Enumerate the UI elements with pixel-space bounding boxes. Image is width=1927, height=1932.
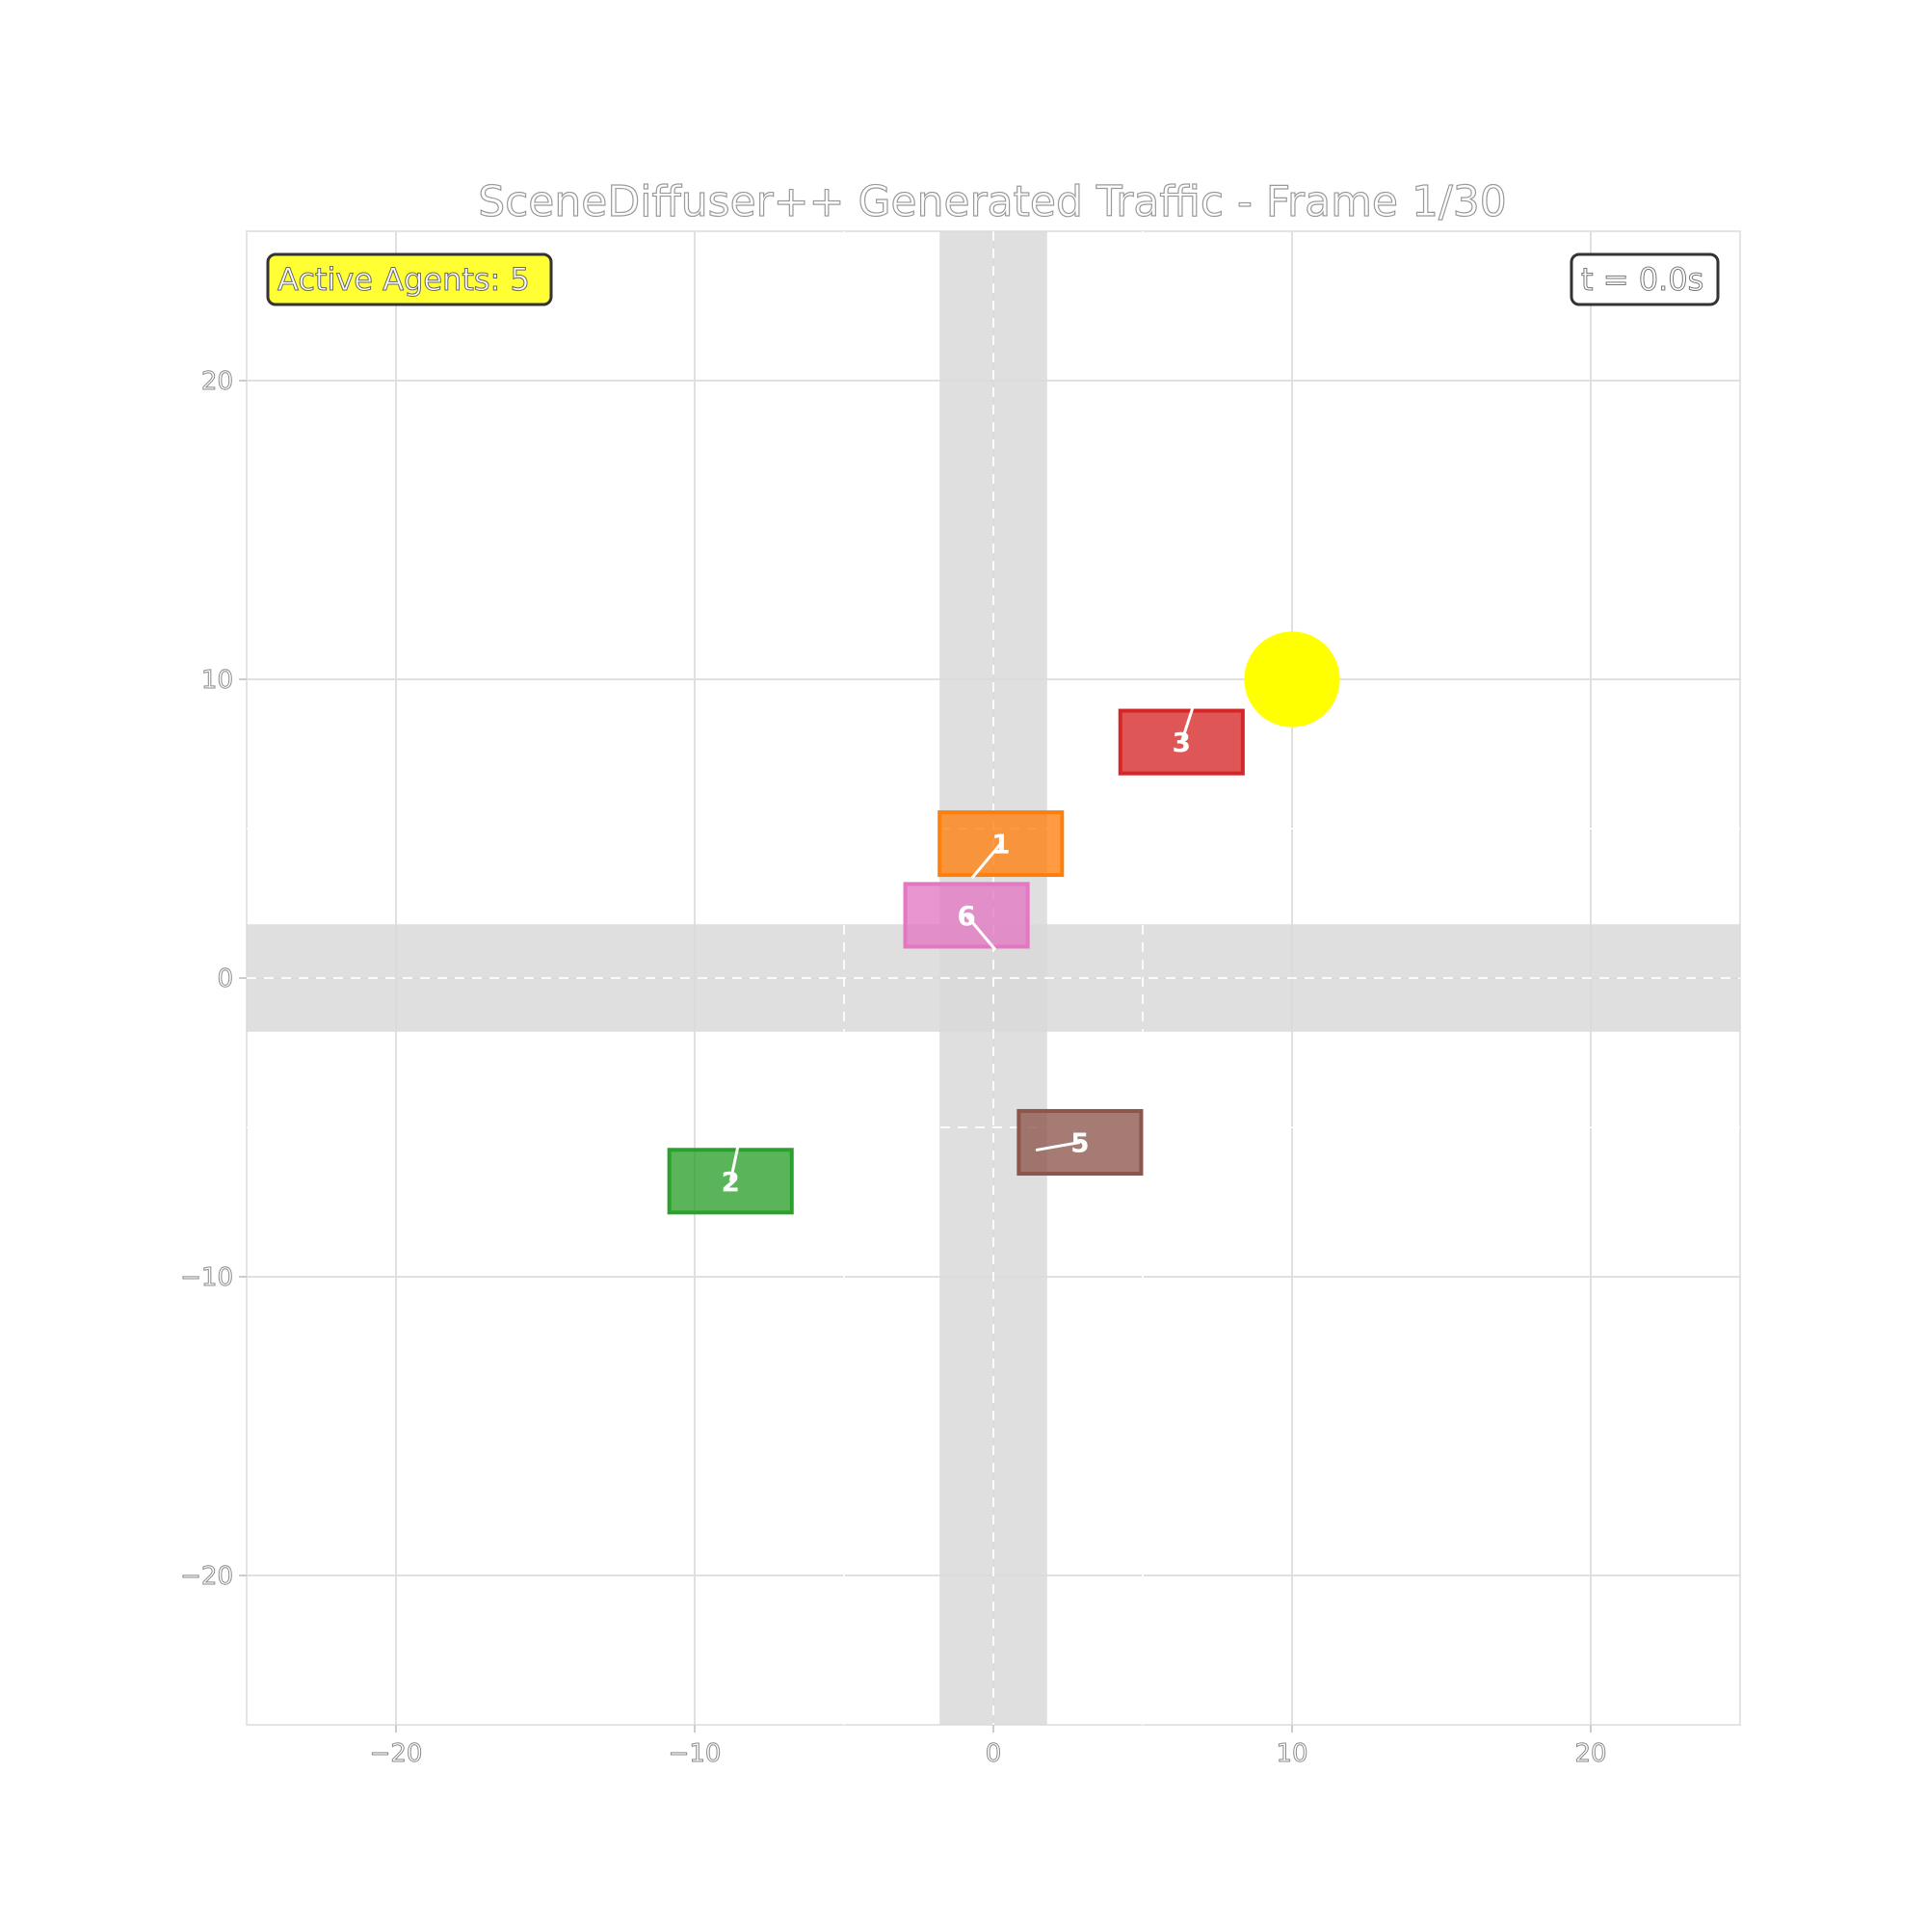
x-tick-label: −10 [669,1739,722,1768]
traffic-light-layer [1244,631,1340,728]
agent-heading-line [970,842,1002,880]
time-badge-box [1570,252,1720,306]
time-label: t = 0.0s [1581,261,1703,298]
agent-vehicle: 5 [1016,1108,1144,1177]
y-tick-label: 20 [201,367,233,396]
y-tick-label: 10 [201,666,233,695]
active-agents-badge-box [266,252,553,306]
agent-id-label: 3 [1173,727,1191,758]
agent-id-label: 1 [991,829,1010,860]
agent-heading-line [1179,699,1198,743]
agent-layer: 1 2 3 5 6 [667,699,1245,1215]
y-tick-label: −20 [180,1562,233,1591]
chart-title: SceneDiffuser++ Generated Traffic - Fram… [478,177,1507,226]
active-agents-badge: Active Agents: 5 [266,252,553,306]
time-badge: t = 0.0s [1570,252,1720,306]
agent-heading-line [1035,1141,1081,1152]
agent-id-label: 6 [957,900,975,932]
agent-id-label: 5 [1070,1127,1089,1159]
x-tick-label: −20 [370,1739,423,1768]
agent-heading-line [728,1137,742,1182]
agent-vehicle: 3 [1118,699,1245,776]
agent-vehicle: 2 [667,1137,794,1215]
agent-heading-line [964,913,997,951]
x-tick-label: 10 [1276,1739,1307,1768]
active-agents-label: Active Agents: 5 [277,261,530,298]
traffic-light-marker [1244,631,1340,728]
tick-layer: −20 −10 0 10 20 20 10 0 −10 −20 [180,367,1607,1769]
x-tick-label: 0 [986,1739,1002,1768]
agent-vehicle: 1 [937,809,1065,880]
agent-box [903,882,1030,949]
x-tick-label: 20 [1574,1739,1606,1768]
agent-vehicle: 6 [903,882,1030,951]
y-tick-label: −10 [180,1263,233,1292]
agent-id-label: 2 [721,1166,739,1198]
y-tick-label: 0 [217,965,233,993]
